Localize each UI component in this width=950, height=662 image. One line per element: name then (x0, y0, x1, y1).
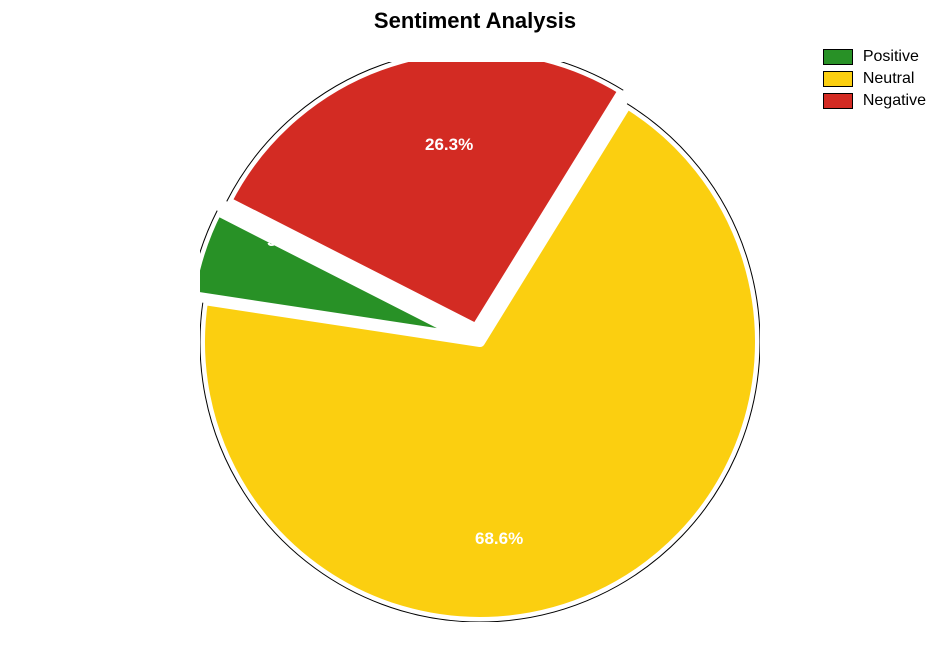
slice-label-positive: 5.1% (267, 231, 306, 251)
legend-label-neutral: Neutral (863, 70, 915, 88)
legend-label-negative: Negative (863, 92, 926, 110)
slice-label-negative: 26.3% (425, 135, 473, 155)
legend: Positive Neutral Negative (823, 48, 926, 110)
slice-label-neutral: 68.6% (475, 529, 523, 549)
legend-item-negative: Negative (823, 92, 926, 110)
pie-chart: 26.3% 68.6% 5.1% (200, 62, 760, 622)
legend-label-positive: Positive (863, 48, 919, 66)
legend-swatch-positive (823, 49, 853, 65)
legend-item-positive: Positive (823, 48, 926, 66)
chart-title: Sentiment Analysis (0, 8, 950, 34)
legend-item-neutral: Neutral (823, 70, 926, 88)
legend-swatch-negative (823, 93, 853, 109)
legend-swatch-neutral (823, 71, 853, 87)
